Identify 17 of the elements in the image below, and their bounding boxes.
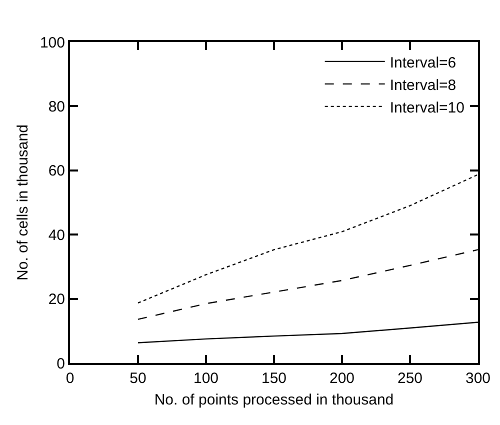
y-tick-label: 60 [48,162,65,180]
x-axis-title: No. of points processed in thousand [154,392,394,408]
x-tick-label: 200 [329,370,355,387]
x-tick-label: 150 [261,370,287,387]
y-tick-label: 0 [56,355,65,372]
legend-label: Interval=8 [390,76,456,94]
y-tick-label: 80 [48,98,65,116]
x-tick-label: 250 [397,370,423,387]
y-tick-label: 100 [40,34,65,52]
y-tick-label: 40 [48,226,65,244]
x-tick-label: 300 [465,370,491,387]
x-tick-label: 100 [193,370,219,387]
legend-label: Interval=10 [390,99,464,116]
legend-label: Interval=6 [390,54,456,72]
y-axis-title: No. of cells in thousand [14,124,32,280]
y-tick-label: 20 [48,291,65,308]
x-tick-label: 50 [130,370,146,387]
